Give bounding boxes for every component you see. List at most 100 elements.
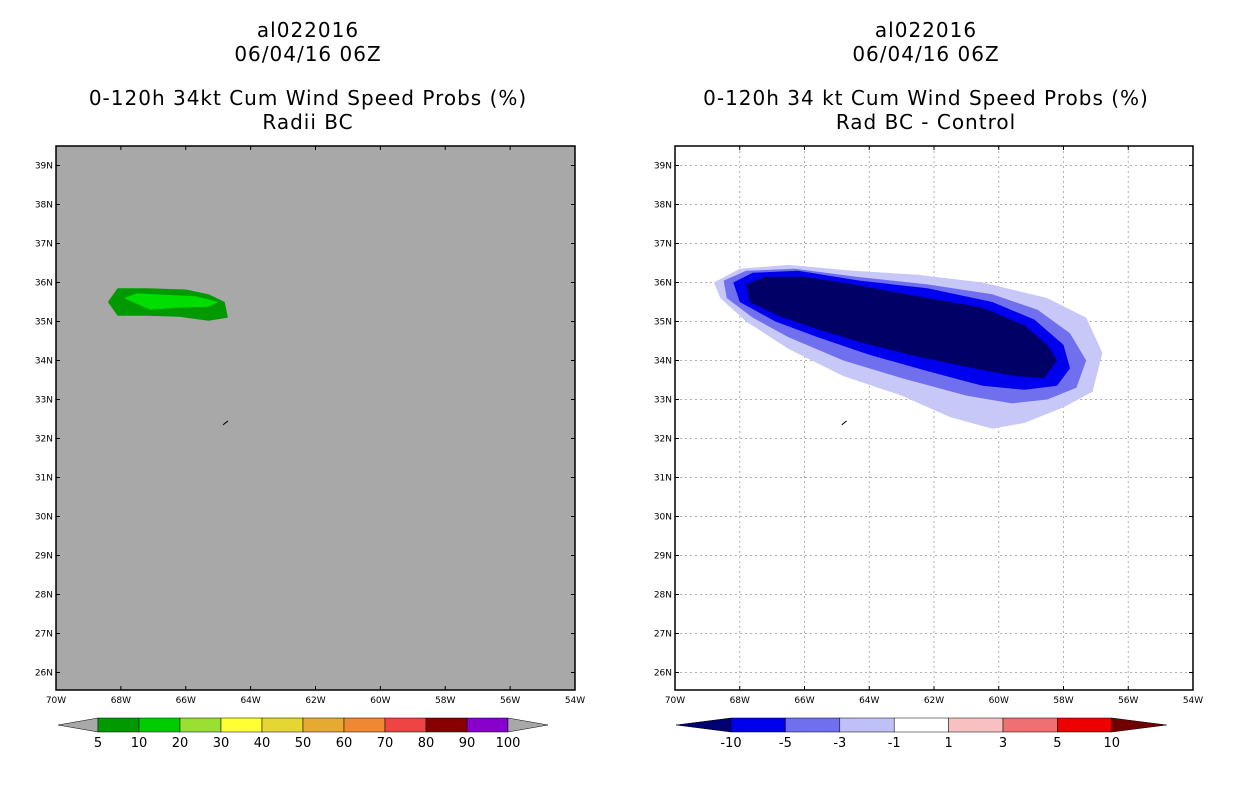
right-colorbar-over-triangle (1111, 717, 1167, 733)
left-xtick-label: 64W (240, 696, 260, 706)
left-ytick-label: 31N (35, 474, 53, 484)
left-colorbar-swatch (343, 717, 386, 733)
right-xtick-label: 66W (794, 696, 814, 706)
right-xtick-label: 56W (1118, 696, 1138, 706)
left-colorbar-label: 70 (377, 736, 394, 751)
right-panel-title: al022016 06/04/16 06Z 0-120h 34 kt Cum W… (626, 18, 1226, 134)
right-colorbar-label: -5 (779, 736, 792, 751)
right-xtick-label: 68W (730, 696, 750, 706)
right-colorbar-swatch (730, 717, 786, 733)
left-panel-title: al022016 06/04/16 06Z 0-120h 34kt Cum Wi… (8, 18, 608, 134)
left-chart: 39N 38N 37N 36N 35N 34N 33N 32N 31N 30N 29N 28N 27N 2… (35, 145, 585, 751)
left-colorbar-label: 20 (172, 736, 189, 751)
left-product-title: 0-120h 34kt Cum Wind Speed Probs (%) (88, 86, 528, 110)
left-ytick-label: 29N (35, 552, 53, 562)
left-colorbar-label: 80 (418, 736, 435, 751)
left-xtick-label: 62W (305, 696, 325, 706)
right-chart: 39N 38N 37N 36N 35N 34N 33N 32N 31N 30N 29N 28N 27N 2… (654, 145, 1203, 751)
right-xtick-label: 62W (924, 696, 944, 706)
right-datetime: 06/04/16 06Z (852, 42, 1000, 66)
right-colorbar-swatch (839, 717, 895, 733)
left-colorbar-swatch (425, 717, 468, 733)
right-colorbar-label: 3 (999, 736, 1007, 751)
left-colorbar-under-triangle (57, 717, 99, 733)
left-xtick-label: 70W (46, 696, 66, 706)
right-xtick-label: 60W (989, 696, 1009, 706)
left-ytick-label: 33N (35, 396, 53, 406)
right-colorbar-under-triangle (675, 717, 732, 733)
right-track-segment (841, 420, 847, 426)
right-xtick-label: 58W (1053, 696, 1073, 706)
left-colorbar-swatch (97, 717, 140, 733)
right-ytick-label: 33N (654, 396, 672, 406)
right-ytick-label: 37N (654, 240, 672, 250)
right-ytick-label: 35N (654, 318, 672, 328)
left-xtick-label: 60W (370, 696, 390, 706)
right-colorbar-swatch (893, 717, 949, 733)
right-colorbar-label: -10 (720, 736, 741, 751)
left-track-segment (222, 420, 229, 426)
right-ytick-label: 31N (654, 474, 672, 484)
left-ytick-label: 26N (35, 669, 53, 679)
left-colorbar-label: 30 (213, 736, 230, 751)
right-xtick-label: 64W (859, 696, 879, 706)
right-colorbar-swatch (1002, 717, 1058, 733)
left-colorbar-swatch (261, 717, 304, 733)
left-plot-background (56, 146, 575, 690)
right-ytick-label: 34N (654, 357, 672, 367)
right-colorbar-label: -3 (833, 736, 846, 751)
left-ytick-label: 37N (35, 240, 53, 250)
left-colorbar-swatch (138, 717, 181, 733)
left-colorbar-label: 50 (295, 736, 312, 751)
left-experiment-name: Radii BC (262, 110, 354, 134)
right-colorbar: -10 -5 -3 -1 1 3 5 10 (675, 717, 1167, 751)
left-colorbar-label: 10 (131, 736, 148, 751)
left-colorbar-swatch (384, 717, 427, 733)
right-ytick-label: 30N (654, 513, 672, 523)
left-colorbar-over-triangle (507, 717, 549, 733)
left-colorbar-swatch (302, 717, 345, 733)
left-ytick-label: 32N (35, 435, 53, 445)
right-colorbar-swatch (1057, 717, 1113, 733)
right-xtick-label: 54W (1183, 696, 1203, 706)
left-ytick-label: 27N (35, 630, 53, 640)
left-colorbar-swatch (466, 717, 509, 733)
left-colorbar-label: 5 (94, 736, 102, 751)
left-xtick-label: 58W (435, 696, 455, 706)
right-contour-_10 (746, 276, 1057, 379)
left-colorbar-label: 90 (459, 736, 476, 751)
left-ytick-label: 34N (35, 357, 53, 367)
left-storm-id: al022016 (256, 18, 360, 42)
left-ytick-label: 28N (35, 591, 53, 601)
left-colorbar-label: 60 (336, 736, 353, 751)
left-colorbar-label: 100 (496, 736, 521, 751)
right-colorbar-label: 10 (1104, 736, 1121, 751)
left-xtick-label: 66W (176, 696, 196, 706)
right-ytick-label: 36N (654, 279, 672, 289)
left-colorbar-swatch (220, 717, 263, 733)
left-colorbar-label: 40 (254, 736, 271, 751)
right-xtick-label: 70W (665, 696, 685, 706)
left-datetime: 06/04/16 06Z (234, 42, 382, 66)
left-xtick-label: 56W (500, 696, 520, 706)
right-grid (675, 146, 1193, 690)
right-colorbar-label: 5 (1053, 736, 1061, 751)
left-ytick-label: 38N (35, 201, 53, 211)
right-storm-id: al022016 (874, 18, 978, 42)
left-ytick-label: 35N (35, 318, 53, 328)
right-product-title: 0-120h 34 kt Cum Wind Speed Probs (%) (703, 86, 1149, 110)
left-xtick-label: 54W (565, 696, 585, 706)
right-ytick-label: 28N (654, 591, 672, 601)
right-colorbar-label: -1 (888, 736, 901, 751)
left-ytick-label: 39N (35, 162, 53, 172)
right-ytick-label: 39N (654, 162, 672, 172)
right-ytick-label: 32N (654, 435, 672, 445)
left-contour-10_20 (124, 293, 219, 310)
left-ytick-label: 30N (35, 513, 53, 523)
left-ytick-label: 36N (35, 279, 53, 289)
right-colorbar-label: 1 (944, 736, 952, 751)
right-colorbar-swatch (948, 717, 1004, 733)
left-xtick-label: 68W (111, 696, 131, 706)
right-colorbar-swatch (785, 717, 841, 733)
